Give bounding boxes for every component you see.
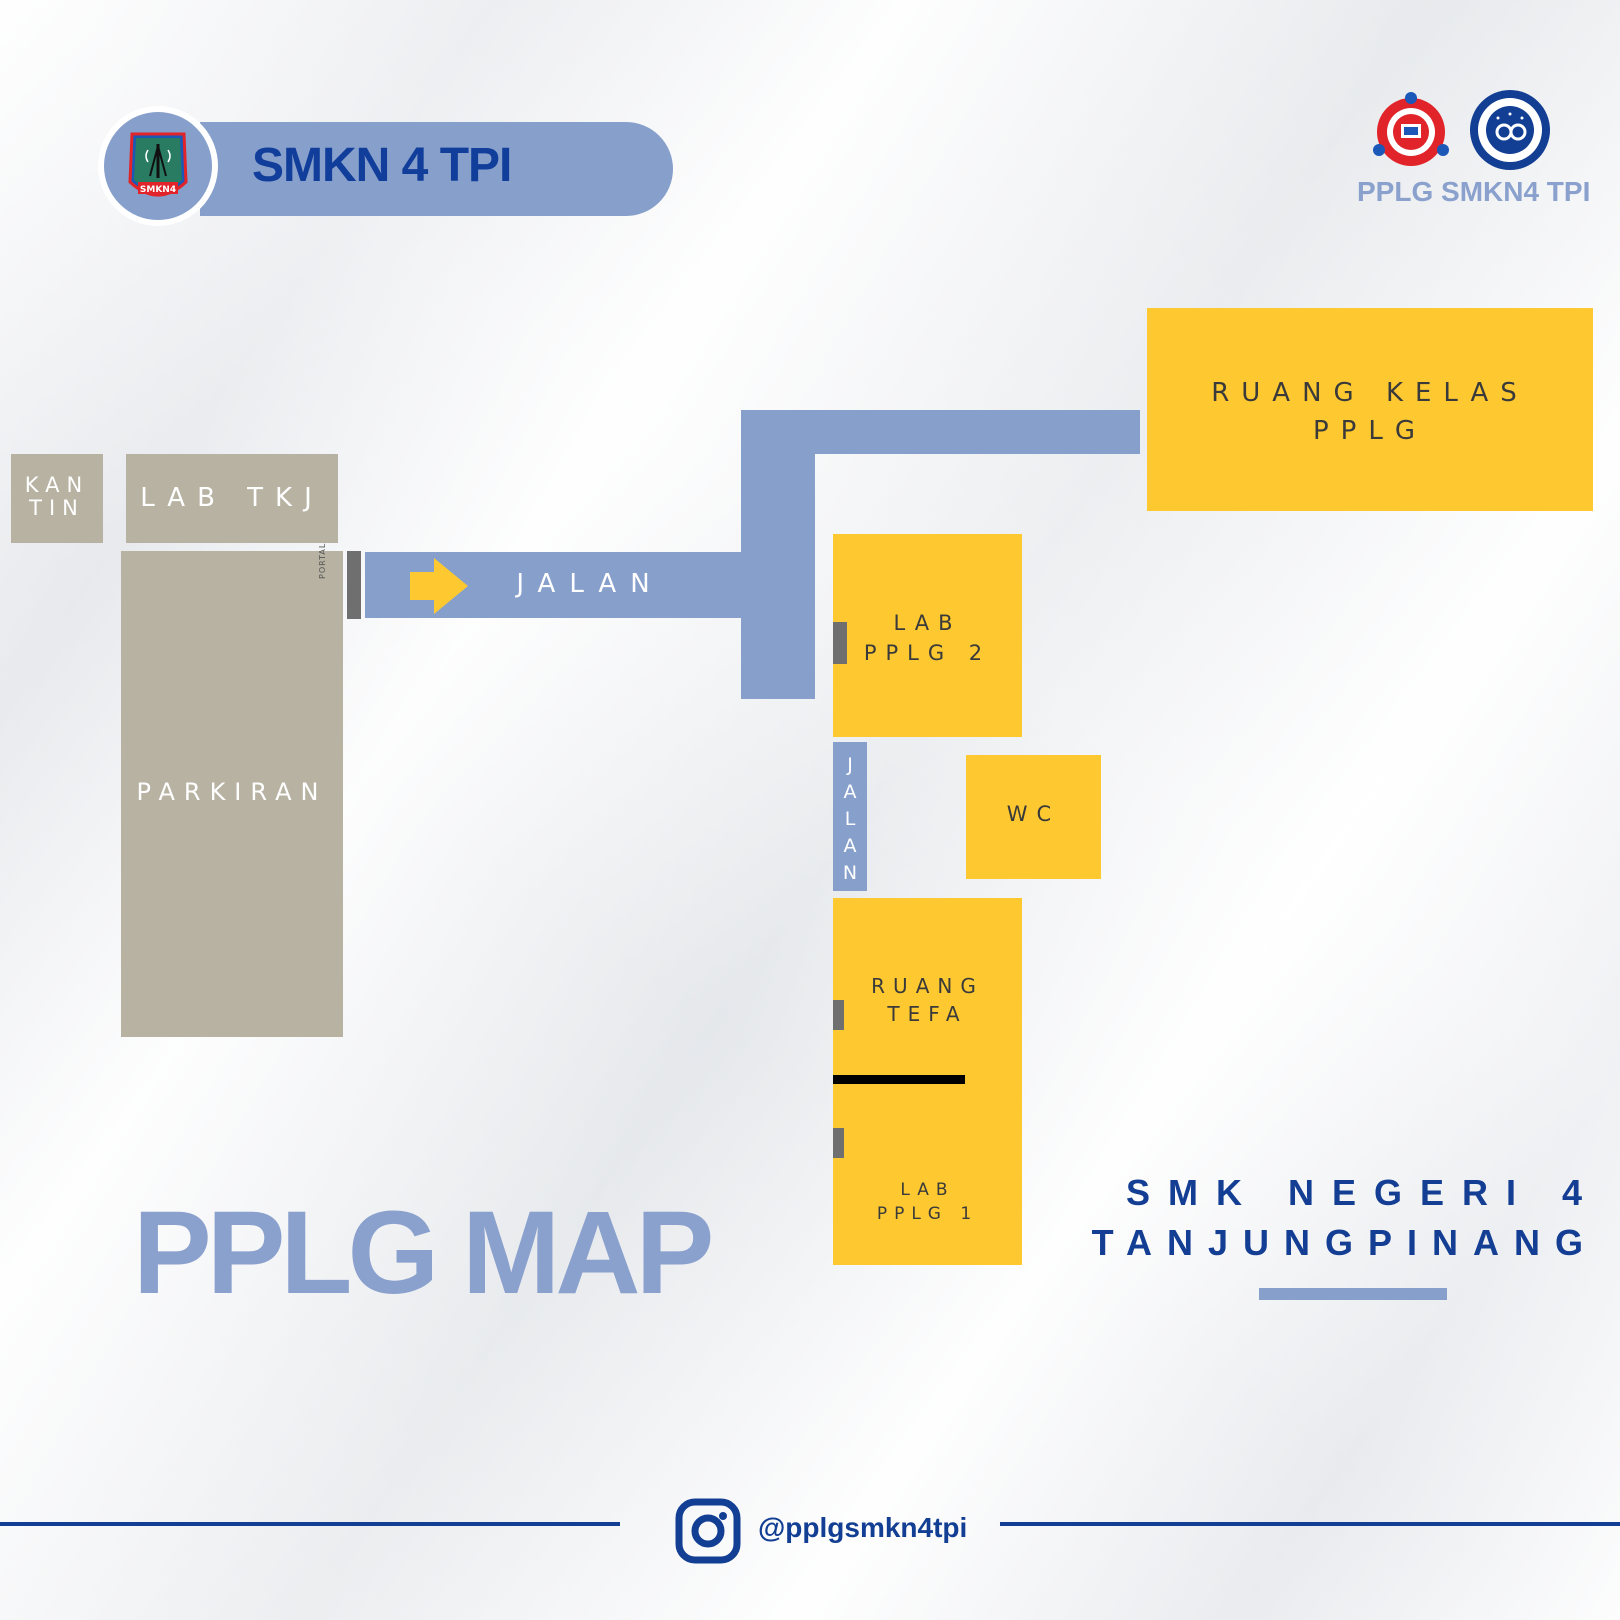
ruang-tefa-label: RUANG TEFA [871, 974, 984, 1026]
map-title: PPLG MAP [133, 1187, 714, 1319]
pplg-gear-emblem-icon [1373, 92, 1449, 166]
main-road-label: JALAN [516, 569, 664, 599]
smkn4-school-emblem-icon: SMKN4 [128, 132, 188, 197]
logo-text: SMKN4 [140, 185, 176, 195]
lab-tkj-area: LAB TKJ [126, 454, 338, 543]
footer-line-left [0, 1522, 620, 1526]
header-title: SMKN 4 TPI [252, 139, 512, 192]
ruang-kelas-pplg: RUANG KELAS PPLG [1147, 308, 1593, 511]
parkiran-label: PARKIRAN [136, 778, 328, 806]
road-vertical-connector [741, 410, 815, 699]
lab-pplg-1-label: LAB PPLG 1 [876, 1180, 979, 1224]
header-banner [200, 122, 673, 216]
pengembangan-perangkat-lunak-emblem-icon [1470, 90, 1550, 170]
side-road: J A L A N [833, 742, 867, 891]
lab-pplg-2: LAB PPLG 2 [833, 534, 1022, 737]
school-logo-badge: SMKN4 [98, 106, 218, 226]
ruang-tefa-door [833, 1000, 844, 1030]
side-road-label: J A L A N [842, 754, 858, 884]
portal-label: PORTAL [318, 542, 327, 579]
footer-line-right [1000, 1522, 1620, 1526]
ruang-kelas-label: RUANG KELAS PPLG [1211, 378, 1529, 446]
school-underline [1259, 1288, 1447, 1300]
lab-pplg-2-label: LAB PPLG 2 [863, 611, 992, 665]
instagram-icon[interactable] [675, 1498, 741, 1564]
room-divider-wall [833, 1075, 965, 1084]
lab-pplg-1-door [833, 1128, 844, 1158]
parkiran-area: PARKIRAN [121, 551, 343, 1037]
school-name-line-2: TANJUNGPINANG [1091, 1222, 1598, 1263]
lab-pplg-2-door [833, 622, 847, 664]
kantin-label: KAN TIN [24, 473, 90, 521]
wc-label: WC [1006, 802, 1061, 826]
portal-gate [347, 551, 361, 619]
school-name-line-1: SMK NEGERI 4 [1125, 1172, 1600, 1213]
road-top-branch [741, 410, 1140, 454]
wc-room: WC [966, 755, 1101, 879]
arrow-right-icon [410, 558, 468, 614]
kantin-area: KAN TIN [11, 454, 103, 543]
lab-tkj-label: LAB TKJ [140, 483, 324, 513]
instagram-handle[interactable]: @pplgsmkn4tpi [758, 1512, 968, 1543]
brand-label: PPLG SMKN4 TPI [1357, 176, 1591, 207]
